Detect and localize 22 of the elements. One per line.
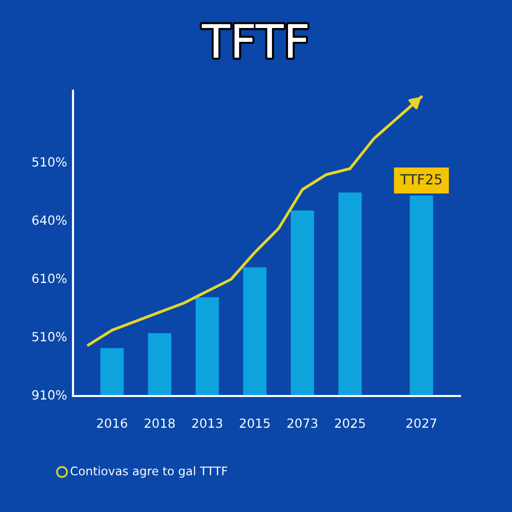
x-tick-label: 2016 bbox=[97, 418, 128, 428]
bar bbox=[243, 267, 266, 396]
bar bbox=[410, 196, 434, 396]
bar bbox=[290, 210, 314, 396]
annotation: TTF25 bbox=[400, 174, 442, 185]
bar bbox=[338, 192, 362, 396]
x-tick-label: 2018 bbox=[144, 418, 175, 428]
text: 510% bbox=[32, 157, 67, 167]
text: 640% bbox=[32, 215, 67, 225]
text: 910% bbox=[32, 390, 67, 400]
chart-title: TFTF bbox=[202, 24, 308, 58]
x-tick-label: 2073 bbox=[287, 418, 318, 428]
text: 510% bbox=[32, 332, 67, 342]
x-tick-label: 2027 bbox=[406, 418, 436, 428]
bar bbox=[196, 297, 219, 396]
text: Contiovas agre to gal TTTF bbox=[70, 466, 228, 478]
x-tick-label: 2013 bbox=[192, 418, 222, 428]
bar bbox=[148, 333, 172, 396]
x-tick-label: 2025 bbox=[335, 418, 365, 428]
text: 610% bbox=[32, 274, 67, 284]
x-tick-label: 2015 bbox=[240, 418, 270, 428]
bar bbox=[100, 348, 124, 396]
